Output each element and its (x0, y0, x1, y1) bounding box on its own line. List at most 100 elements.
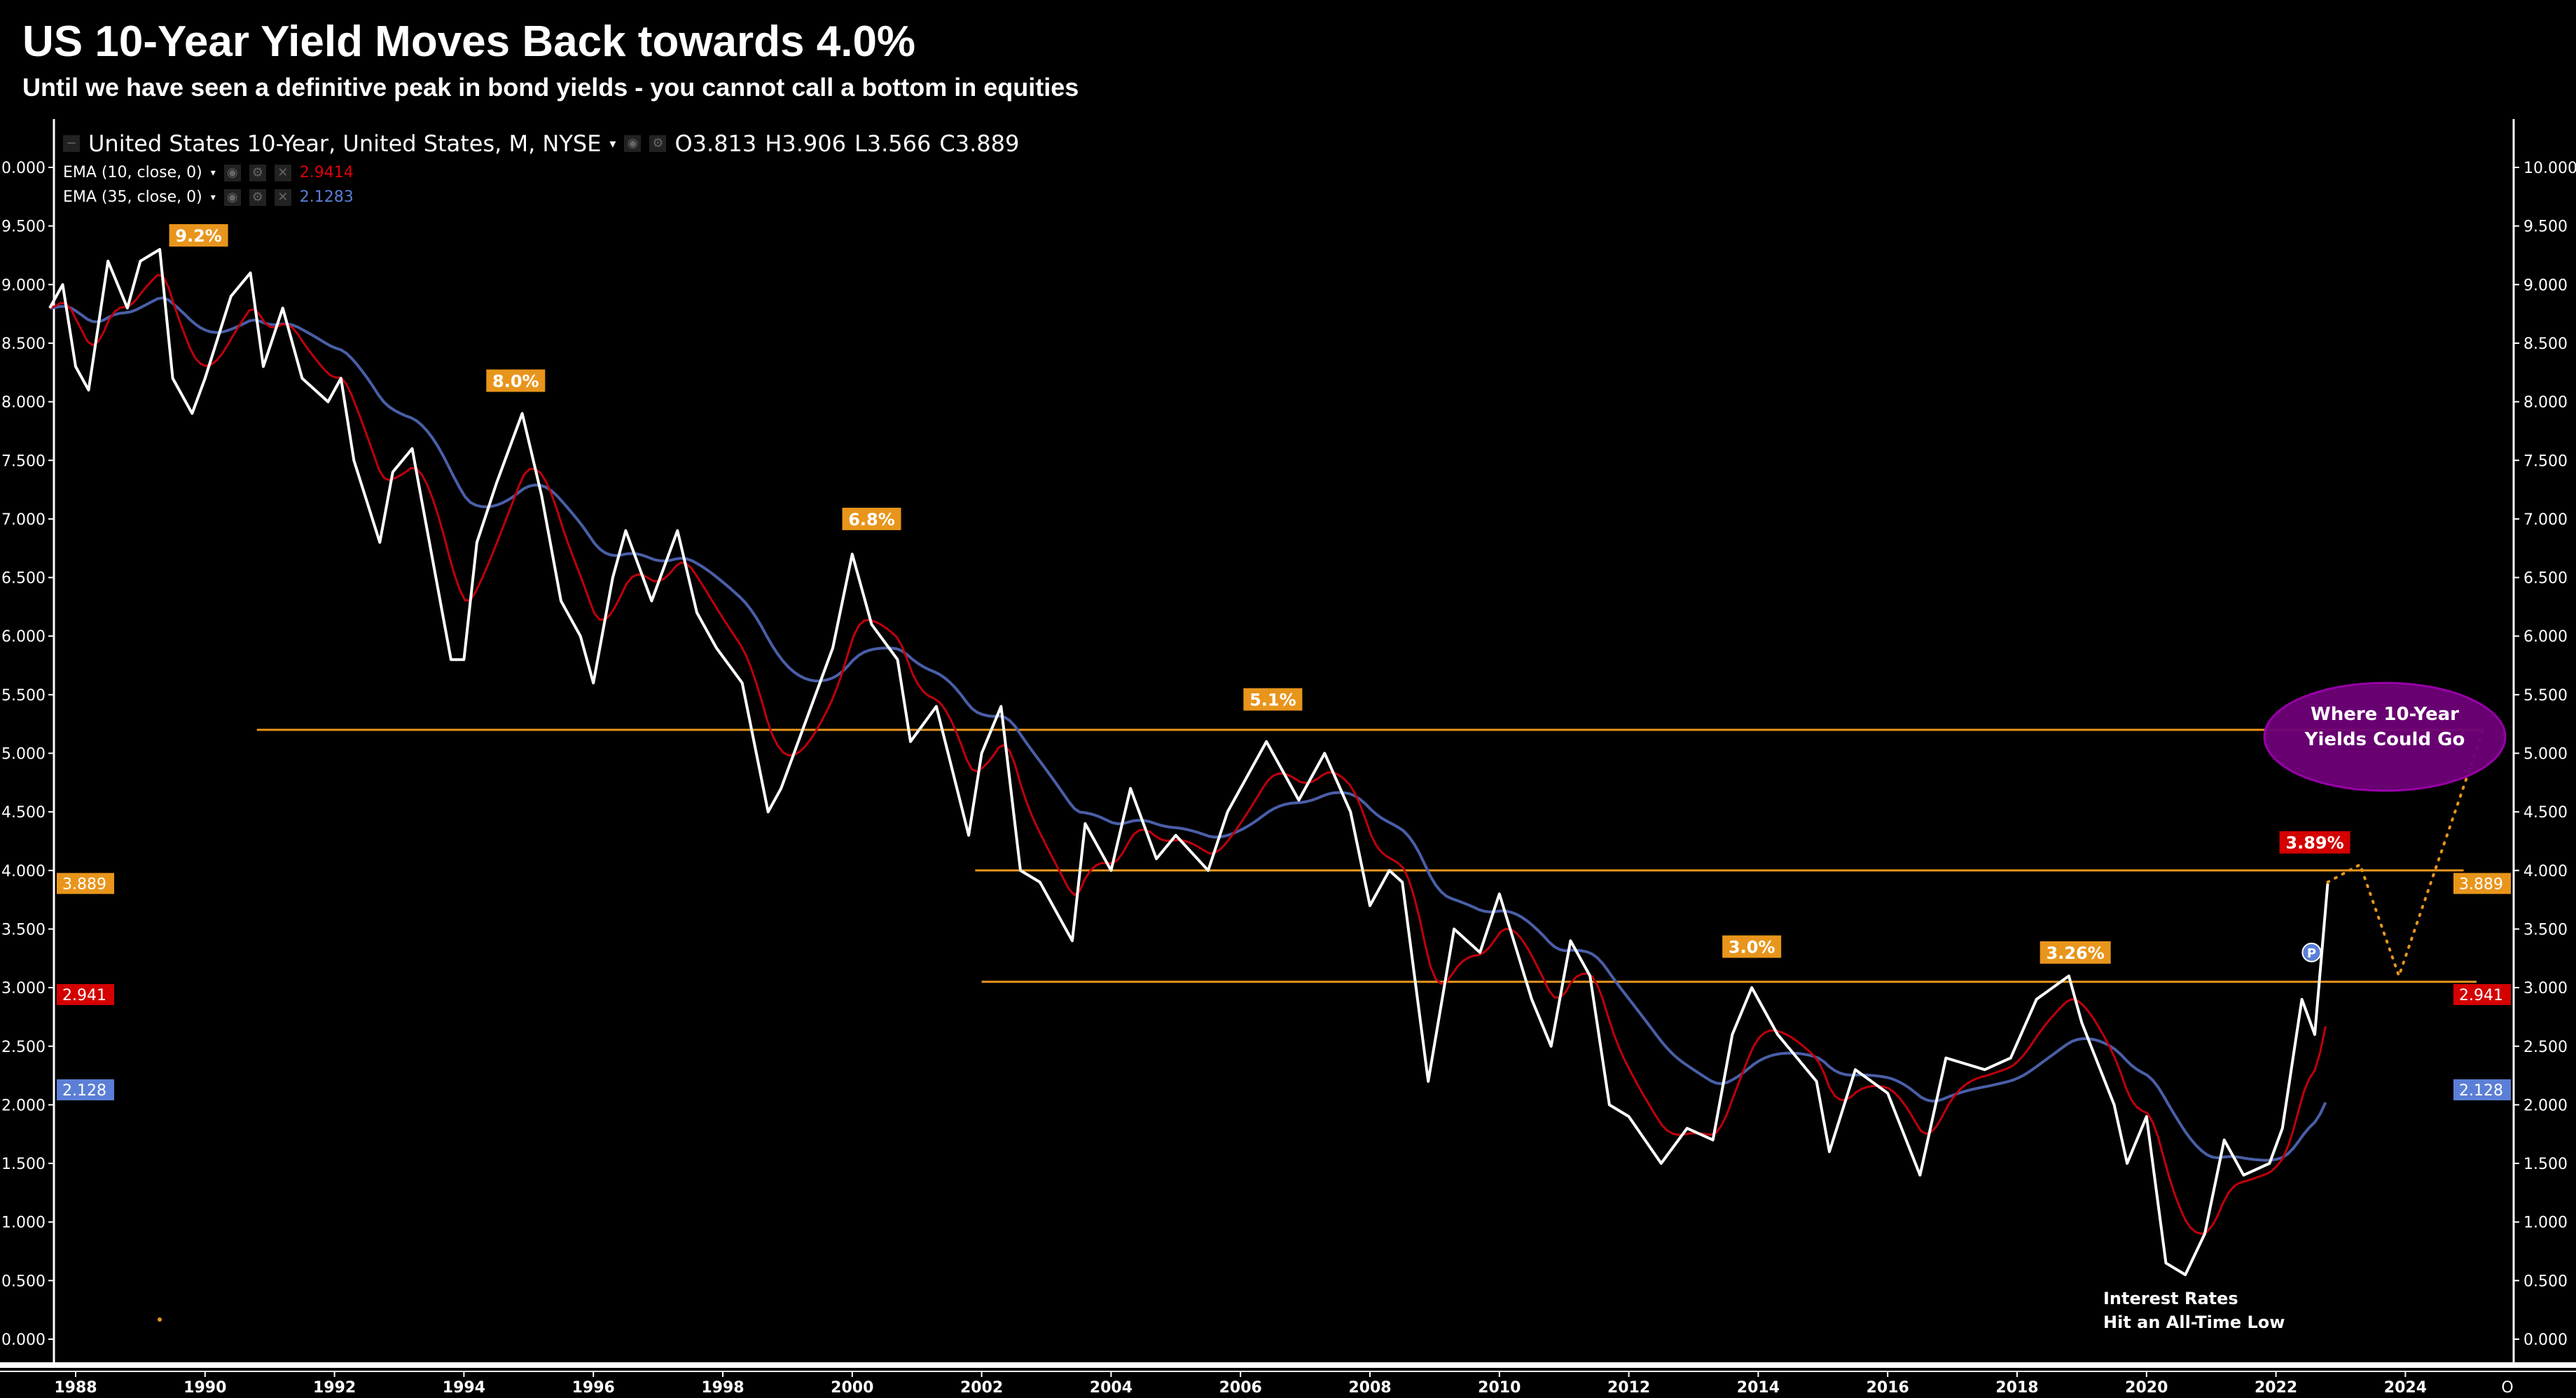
price-tag-text: 3.889 (62, 876, 106, 893)
ema10-label[interactable]: EMA (10, close, 0) (63, 164, 202, 181)
price-tag-text: 2.941 (2459, 987, 2503, 1004)
price-tag-right: 2.941 (2453, 983, 2511, 1005)
y-tick-label-right: 10.000 (2523, 160, 2576, 177)
bubble-text-line2: Yields Could Go (2304, 729, 2465, 750)
dropdown-icon[interactable]: ▾ (210, 167, 216, 179)
ema10-line (49, 273, 2327, 1236)
close-icon[interactable]: ✕ (274, 164, 291, 181)
x-tick-label: 2012 (1607, 1379, 1650, 1397)
x-tick-label: 1996 (572, 1379, 615, 1397)
annotation-badge-text: 5.1% (1249, 691, 1296, 710)
y-tick-label-left: 0.500 (1, 1273, 46, 1290)
y-tick-label-left: 3.500 (1, 921, 46, 939)
ema35-value: 2.1283 (299, 188, 354, 206)
high-value: H3.906 (765, 130, 846, 157)
settings-icon[interactable]: ⚙ (649, 135, 667, 152)
y-tick-label-right: 3.500 (2523, 921, 2568, 939)
legend-ema35-row: EMA (35, close, 0) ▾ ◉ ⚙ ✕ 2.1283 (63, 188, 1019, 206)
annotation-badge: 3.0% (1722, 935, 1782, 958)
y-tick-label-left: 2.000 (1, 1097, 46, 1114)
annotation-badge-bg (1243, 688, 1303, 711)
y-tick-label-right: 9.000 (2523, 277, 2568, 294)
annotation-badge-bg (2040, 941, 2111, 964)
y-tick-label-right: 9.500 (2523, 219, 2568, 236)
y-tick-label-right: 7.500 (2523, 452, 2568, 470)
chart-subtitle: Until we have seen a definitive peak in … (22, 73, 1079, 102)
pivot-marker-text: P (2307, 946, 2316, 961)
annotation-badge: 6.8% (842, 507, 901, 530)
y-tick-label-left: 4.000 (1, 863, 46, 880)
chart-title: US 10-Year Yield Moves Back towards 4.0% (22, 18, 916, 66)
x-tick-label: 1998 (701, 1379, 744, 1397)
visibility-icon[interactable]: ◉ (624, 135, 642, 152)
symbol-name[interactable]: United States 10-Year, United States, M,… (88, 130, 602, 157)
settings-icon[interactable]: ⚙ (249, 188, 266, 206)
y-tick-label-left: 7.000 (1, 511, 46, 529)
price-tag-left: 2.941 (57, 983, 114, 1005)
y-tick-label-left: 9.000 (1, 277, 46, 294)
x-axis-end-glyph: O (2501, 1379, 2513, 1397)
price-tag-right: 3.889 (2453, 873, 2511, 894)
annotation-badge-bg (169, 224, 228, 247)
y-tick-label-left: 10.000 (0, 160, 46, 177)
y-tick-label-right: 1.500 (2523, 1156, 2568, 1173)
price-tag-bg (2453, 1079, 2511, 1100)
y-tick-label-left: 2.500 (1, 1039, 46, 1056)
y-tick-label-right: 6.000 (2523, 628, 2568, 646)
annotation-badge-text: 3.26% (2047, 943, 2105, 963)
y-tick-label-left: 4.500 (1, 804, 46, 822)
annotation-badge-text: 3.0% (1729, 938, 1775, 957)
close-icon[interactable]: ✕ (274, 188, 291, 206)
x-tick-label: 2020 (2125, 1379, 2168, 1397)
y-tick-label-right: 6.500 (2523, 570, 2568, 588)
y-tick-label-left: 9.500 (1, 219, 46, 236)
price-tag-bg (57, 983, 114, 1005)
close-value: C3.889 (939, 130, 1020, 157)
collapse-icon[interactable]: − (63, 135, 80, 152)
x-tick-label: 2014 (1737, 1379, 1780, 1397)
legend-symbol-row: − United States 10-Year, United States, … (63, 130, 1019, 157)
y-tick-label-right: 8.500 (2523, 335, 2568, 353)
annotation-badge: 3.89% (2279, 831, 2350, 854)
price-tag-left: 2.128 (57, 1079, 114, 1100)
y-tick-label-right: 1.000 (2523, 1214, 2568, 1232)
y-tick-label-right: 8.000 (2523, 394, 2568, 412)
y-tick-label-left: 5.500 (1, 687, 46, 705)
y-tick-label-left: 5.000 (1, 746, 46, 763)
low-note-line2: Hit an All-Time Low (2103, 1313, 2285, 1332)
stray-marker (158, 1317, 162, 1322)
visibility-icon[interactable]: ◉ (223, 164, 241, 181)
price-tag-bg (2453, 983, 2511, 1005)
dropdown-icon[interactable]: ▾ (210, 191, 216, 203)
low-value: L3.566 (854, 130, 932, 157)
y-tick-label-right: 3.000 (2523, 980, 2568, 997)
dropdown-icon[interactable]: ▾ (609, 136, 616, 151)
y-tick-label-right: 0.000 (2523, 1331, 2568, 1349)
x-axis-bar (0, 1362, 2576, 1368)
visibility-icon[interactable]: ◉ (223, 188, 241, 206)
bubble-text-line1: Where 10-Year (2311, 704, 2459, 725)
y-tick-label-right: 5.500 (2523, 687, 2568, 705)
price-tag-bg (2453, 873, 2511, 894)
low-note-line1: Interest Rates (2103, 1289, 2238, 1308)
settings-icon[interactable]: ⚙ (249, 164, 266, 181)
y-tick-label-right: 4.500 (2523, 804, 2568, 822)
x-tick-label: 2018 (1995, 1379, 2038, 1397)
y-tick-label-left: 1.500 (1, 1156, 46, 1173)
y-tick-label-right: 5.000 (2523, 746, 2568, 763)
price-tag-text: 2.128 (2459, 1082, 2503, 1100)
annotation-badge-bg (1722, 935, 1782, 958)
y-tick-label-right: 0.500 (2523, 1273, 2568, 1290)
x-tick-label: 2022 (2255, 1379, 2297, 1397)
open-value: O3.813 (674, 130, 757, 157)
x-tick-label: 2006 (1219, 1379, 1262, 1397)
ema35-label[interactable]: EMA (35, close, 0) (63, 188, 202, 206)
price-tag-right: 2.128 (2453, 1079, 2511, 1100)
legend-ema10-row: EMA (10, close, 0) ▾ ◉ ⚙ ✕ 2.9414 (63, 164, 1019, 181)
x-tick-label: 1994 (443, 1379, 485, 1397)
pivot-marker (2301, 942, 2322, 962)
projection-line (2326, 728, 2485, 981)
price-tag-bg (57, 873, 114, 894)
ema10-value: 2.9414 (299, 164, 354, 181)
